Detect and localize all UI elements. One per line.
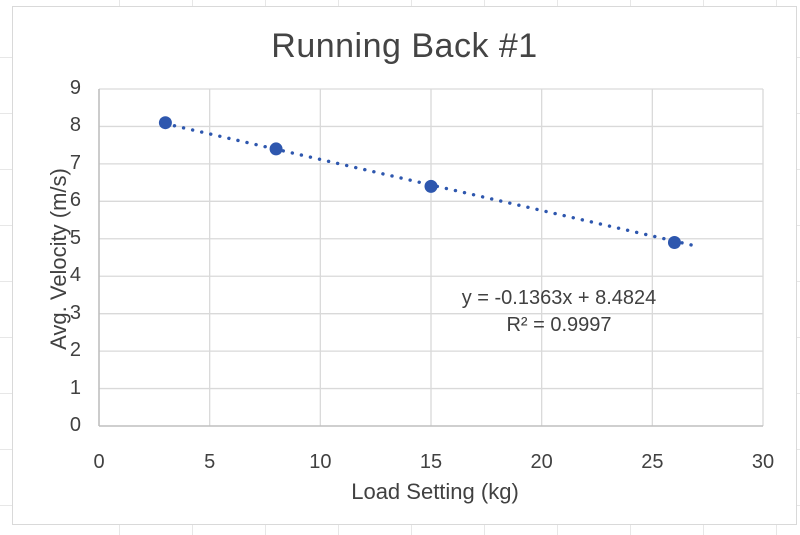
data-points-group [158,116,681,250]
y-tick-label: 7 [69,151,81,174]
chart-object[interactable]: Running Back #1 Avg. Velocity (m/s) Load… [12,6,797,525]
y-tick-label: 9 [69,77,81,99]
x-tick-label: 20 [530,451,553,473]
y-tick-label: 2 [69,339,81,362]
x-axis-title: Load Setting (kg) [351,479,519,504]
y-tick-label: 6 [69,189,81,212]
x-tick-label: 25 [641,451,664,473]
y-tick-label: 5 [69,226,81,249]
x-tick-label: 0 [93,451,105,473]
gridlines-group [99,88,764,426]
trendline [163,121,699,248]
y-tick-label: 1 [69,376,81,399]
trendline-equation: y = -0.1363x + 8.4824 [461,287,657,309]
x-tick-label: 15 [419,451,443,473]
data-point[interactable] [269,142,283,156]
y-tick-label: 4 [69,264,81,287]
y-tick-label: 3 [69,301,81,324]
chart-title: Running Back #1 [271,27,538,65]
y-tick-label: 8 [69,114,81,137]
x-tick-label: 5 [204,451,216,473]
data-point[interactable] [667,236,681,250]
y-tick-label: 0 [69,414,81,436]
plot-svg [98,88,764,427]
x-tick-label: 10 [309,451,332,473]
trendline-r-squared: R² = 0.9997 [506,314,612,336]
data-point[interactable] [424,179,438,193]
x-tick-label: 30 [751,451,775,473]
trendline-annotation: y = -0.1363x + 8.4824 R² = 0.9997 [399,285,719,339]
data-point[interactable] [158,116,172,130]
